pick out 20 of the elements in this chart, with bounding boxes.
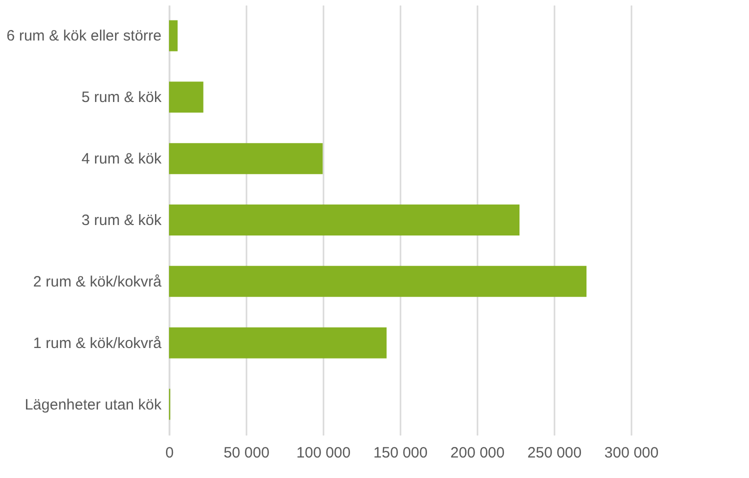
bar xyxy=(169,143,323,174)
x-tick-label: 300 000 xyxy=(604,444,659,462)
x-tick-label: 150 000 xyxy=(373,444,428,462)
x-tick-label: 50 000 xyxy=(224,444,270,462)
bar xyxy=(169,266,586,297)
y-tick-label: 1 rum & kök/kokvrå xyxy=(33,334,162,352)
y-tick-label: 2 rum & kök/kokvrå xyxy=(33,273,162,290)
bar xyxy=(169,20,178,52)
bar xyxy=(169,204,520,236)
y-tick-label: 4 rum & kök xyxy=(81,150,162,168)
y-tick-label: 3 rum & kök xyxy=(81,212,162,229)
bar xyxy=(169,327,387,358)
x-tick-label: 250 000 xyxy=(527,444,582,462)
x-tick-label: 100 000 xyxy=(296,444,351,462)
x-tick-label: 0 xyxy=(165,444,174,462)
y-tick-label: Lägenheter utan kök xyxy=(24,396,162,414)
y-tick-label: 5 rum & kök xyxy=(81,89,162,106)
bar xyxy=(169,82,204,113)
x-tick-label: 200 000 xyxy=(450,444,505,462)
y-tick-label: 6 rum & kök eller större xyxy=(6,28,162,45)
